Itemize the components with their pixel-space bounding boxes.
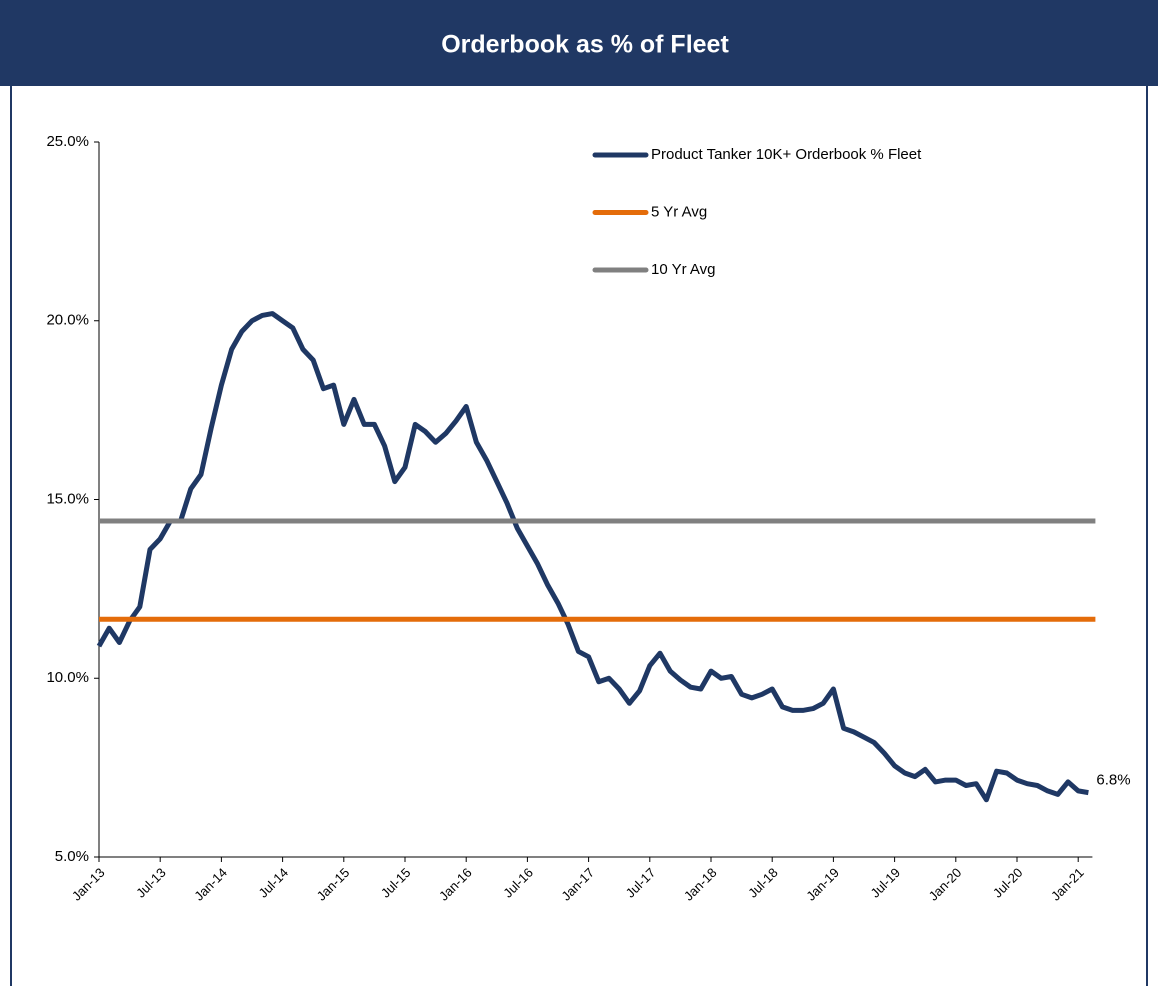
y-tick-label: 20.0% [46,312,89,329]
x-tick-label: Jan-13 [69,865,108,904]
y-tick-label: 25.0% [46,133,89,150]
y-tick-label: 10.0% [46,669,89,686]
x-tick-label: Jan-18 [681,865,720,904]
x-tick-label: Jan-21 [1048,865,1087,904]
x-tick-label: Jul-15 [378,865,414,901]
y-tick-label: 15.0% [46,490,89,507]
data-label: 6.8% [1096,772,1130,789]
x-tick-label: Jul-14 [255,865,291,901]
x-tick-label: Jan-15 [314,865,353,904]
x-tick-label: Jul-20 [990,865,1026,901]
x-tick-label: Jul-19 [867,865,903,901]
x-tick-label: Jan-19 [803,865,842,904]
chart-title: Orderbook as % of Fleet [441,31,729,59]
x-tick-label: Jul-18 [745,865,781,901]
header-bar [0,0,1158,86]
y-tick-label: 5.0% [55,848,89,865]
x-tick-label: Jan-14 [191,865,230,904]
legend-label: 10 Yr Avg [651,261,716,278]
x-tick-label: Jan-16 [436,865,475,904]
legend-label: Product Tanker 10K+ Orderbook % Fleet [651,146,922,163]
data-line [96,311,1089,803]
legend-label: 5 Yr Avg [651,203,707,220]
x-tick-label: Jul-16 [500,865,536,901]
x-tick-label: Jan-20 [926,865,965,904]
x-tick-label: Jul-17 [623,865,659,901]
x-tick-label: Jan-17 [558,865,597,904]
x-tick-label: Jul-13 [133,865,169,901]
